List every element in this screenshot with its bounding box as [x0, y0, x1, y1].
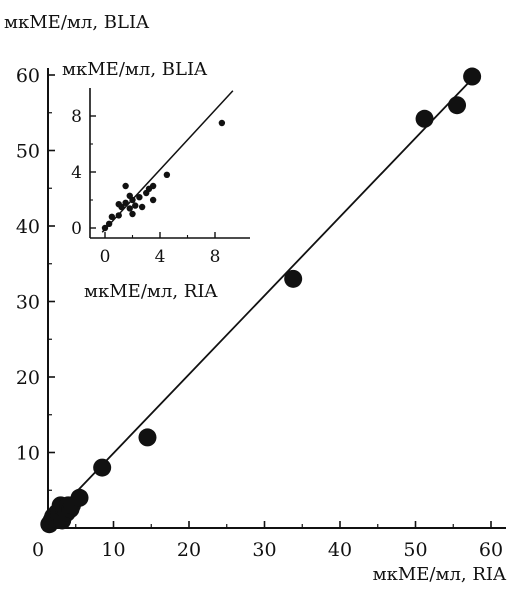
main-x-tick-label: 40	[328, 539, 352, 561]
inset-y-tick-label: 0	[71, 219, 82, 239]
inset-x-axis-title: мкМЕ/мл, RIA	[84, 281, 218, 302]
inset-data-point	[115, 201, 122, 208]
inset-data-point	[126, 205, 133, 212]
inset-data-point	[122, 199, 129, 206]
inset-points	[101, 119, 226, 232]
inset-data-point	[115, 212, 122, 219]
main-data-point	[463, 67, 482, 86]
inset-data-point	[163, 171, 171, 178]
main-x-tick-label: 30	[252, 539, 276, 561]
main-fit-line	[41, 74, 477, 529]
main-y-tick-label: 10	[16, 443, 40, 465]
inset-data-point	[149, 196, 157, 204]
main-points	[40, 67, 482, 534]
main-y-tick-label: 40	[16, 216, 40, 238]
inset-data-point	[136, 194, 143, 201]
inset-data-point	[138, 203, 146, 211]
main-data-point	[448, 96, 467, 115]
main-y-tick-label: 20	[16, 367, 40, 389]
inset-y-axis-title: мкМЕ/мл, BLIA	[62, 59, 208, 80]
main-x-tick-label: 20	[177, 539, 201, 561]
main-x-tick-label: 0	[32, 539, 44, 561]
main-y-tick-label: 30	[16, 292, 40, 314]
main-data-point	[415, 109, 434, 128]
main-x-tick-label: 50	[403, 539, 427, 561]
inset-data-point	[126, 192, 133, 199]
inset-data-point	[218, 119, 226, 127]
inset-data-point	[129, 210, 136, 218]
main-fit-layer	[41, 74, 477, 529]
main-x-axis-title: мкМЕ/мл, RIA	[373, 564, 507, 585]
inset-data-point	[108, 213, 116, 220]
inset-fit-line	[101, 90, 234, 233]
main-data-point	[284, 269, 303, 288]
main-y-tick-label: 50	[16, 141, 40, 163]
inset-data-point	[101, 224, 109, 232]
main-data-point	[138, 428, 157, 447]
inset-y-tick-label: 4	[71, 163, 82, 183]
inset-x-tick-label: 8	[210, 247, 221, 267]
inset-x-tick-label: 0	[100, 247, 111, 267]
main-x-tick-label: 10	[101, 539, 125, 561]
inset-data-point	[149, 182, 157, 190]
inset-data-point	[105, 220, 113, 227]
main-y-axis-title: мкМЕ/мл, BLIA	[4, 12, 150, 33]
inset-x-tick-label: 4	[155, 247, 166, 267]
inset-ticks: 0 4 8 0 4 8	[71, 107, 220, 267]
inset-data-point	[132, 202, 139, 209]
inset-data-point	[122, 182, 129, 190]
inset-y-tick-label: 8	[71, 107, 82, 127]
main-x-tick-label: 60	[479, 539, 503, 561]
inset-fit-layer	[101, 90, 234, 233]
main-y-tick-label: 60	[16, 65, 40, 87]
main-data-point	[93, 458, 112, 477]
main-data-point	[70, 488, 89, 507]
